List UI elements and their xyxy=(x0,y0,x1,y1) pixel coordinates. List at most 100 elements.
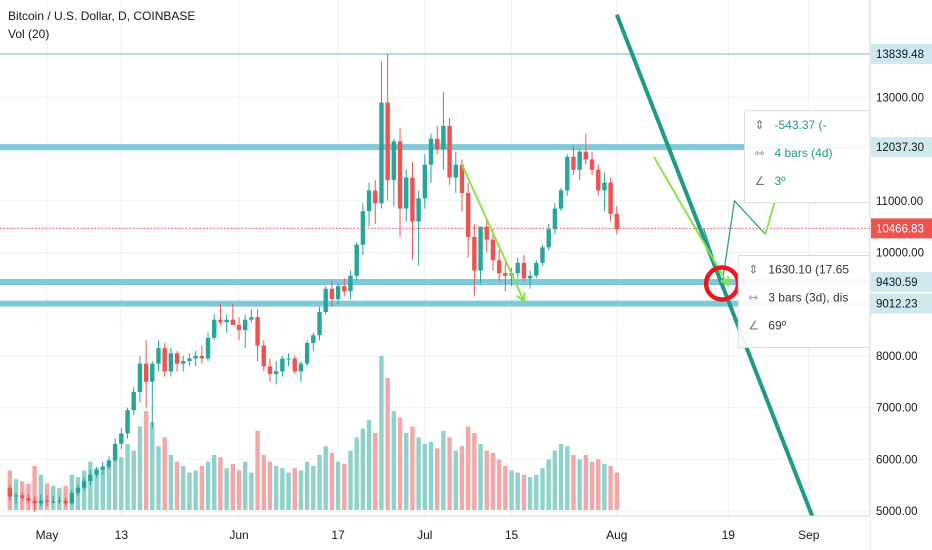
time-tick-label: Aug xyxy=(606,528,627,542)
volume-bar xyxy=(428,441,434,510)
time-tick-label: 13 xyxy=(115,528,129,542)
price-tick-label: 11000.00 xyxy=(876,196,923,208)
candle-body xyxy=(373,190,378,204)
candle-body xyxy=(26,498,31,501)
volume-bar xyxy=(304,461,310,510)
candle-body xyxy=(410,177,415,222)
volume-bar xyxy=(255,430,260,510)
candle-body xyxy=(379,102,384,204)
volume-bar xyxy=(441,430,446,510)
candle-body xyxy=(311,335,316,343)
volume-bar xyxy=(465,426,471,510)
volume-bar xyxy=(38,474,44,510)
candle-body xyxy=(181,361,186,364)
volume-bar xyxy=(261,455,266,510)
price-tick-label: 5000.00 xyxy=(876,506,918,518)
arrow-line xyxy=(461,164,525,302)
volume-bar xyxy=(589,461,595,510)
price-label-box xyxy=(871,218,932,239)
price-label-level: 9012.23 xyxy=(876,299,918,311)
volume-bar xyxy=(94,468,99,510)
volume-bar xyxy=(472,433,477,510)
price-label-last: 10466.83 xyxy=(876,223,924,235)
volume-bar xyxy=(478,444,483,510)
candle-body xyxy=(404,177,409,209)
symbol-title[interactable]: Bitcoin / U.S. Dollar, D, COINBASE xyxy=(8,9,196,23)
candle-body xyxy=(205,337,211,359)
price-label-level: 12037.30 xyxy=(876,142,924,154)
candle-body xyxy=(273,371,279,374)
volume-bar xyxy=(558,444,564,510)
candle-body xyxy=(230,319,236,325)
price-label-level: 13839.48 xyxy=(876,49,924,61)
volume-bar xyxy=(453,450,458,510)
candle-body xyxy=(453,164,458,178)
candle-body xyxy=(484,226,489,240)
price-tick-label: 13000.00 xyxy=(876,92,924,104)
price-label-box xyxy=(871,44,932,64)
time-tick-label: Jul xyxy=(417,528,432,542)
price-label-box xyxy=(871,137,932,158)
candle-body xyxy=(552,208,558,230)
candle-body xyxy=(342,286,347,292)
candle-body xyxy=(490,239,496,261)
candle-body xyxy=(292,358,297,372)
measure-icon: ⇿ xyxy=(748,291,758,305)
candle-body xyxy=(131,392,136,411)
price-axis[interactable]: 13000.0012000.0011000.0010000.009000.008… xyxy=(869,0,932,550)
time-axis[interactable]: May 13 Jun 17 Jul 15 Aug 19 Sep xyxy=(0,515,870,550)
volume-bar xyxy=(391,411,397,510)
volume-bar xyxy=(193,470,198,510)
projection-path xyxy=(702,199,766,284)
drawings[interactable] xyxy=(461,13,828,550)
candle-body xyxy=(199,355,205,359)
measure-bars-range: 4 bars (4d) xyxy=(774,146,832,160)
candle-body xyxy=(187,358,192,362)
volume-bar xyxy=(174,461,180,510)
volume-bar xyxy=(32,466,37,510)
volume-bar xyxy=(106,463,112,510)
measure-icon: ⇕ xyxy=(748,263,758,277)
candle-body xyxy=(44,500,50,502)
volume-bar xyxy=(410,426,415,510)
volume-bar xyxy=(317,455,322,510)
volume-bar xyxy=(422,444,428,510)
candle-body xyxy=(32,500,37,504)
time-tick-label: Sep xyxy=(798,528,820,542)
volume-bar xyxy=(286,472,291,510)
measure-boxes[interactable]: ⇕ -543.37 (- ⇿ 4 bars (4d) ∠ 3º ⇕ 1630.10 (17.6… xyxy=(737,110,875,349)
volume-bar xyxy=(311,466,316,510)
candle-body xyxy=(441,125,446,150)
candle-body xyxy=(100,467,105,470)
time-tick-label: 17 xyxy=(331,528,345,542)
candle-body xyxy=(385,102,390,181)
volume-bars xyxy=(7,356,620,510)
volume-legend[interactable]: Vol (20) xyxy=(8,27,50,41)
volume-bar xyxy=(150,422,155,510)
volume-bar xyxy=(496,459,502,510)
volume-bar xyxy=(292,468,297,510)
time-tick-label: 19 xyxy=(722,528,736,542)
candle-body xyxy=(589,159,595,170)
volume-bar xyxy=(131,450,136,510)
candle-body xyxy=(496,260,502,274)
volume-bar xyxy=(614,472,620,510)
measure-box xyxy=(743,110,875,204)
candle-body xyxy=(323,288,328,312)
volume-bar xyxy=(404,433,409,510)
candle-body xyxy=(88,474,93,482)
measure-icon: ∠ xyxy=(754,174,765,188)
measure-icon: ⇿ xyxy=(754,146,764,160)
candle-body xyxy=(335,286,341,300)
candle-body xyxy=(255,317,260,346)
candle-body xyxy=(137,363,143,393)
candle-body xyxy=(534,262,539,276)
candle-body xyxy=(150,363,155,382)
candlesticks xyxy=(7,53,620,513)
candle-body xyxy=(162,348,167,372)
volume-bar xyxy=(379,356,384,510)
volume-bar xyxy=(447,437,452,510)
price-tick-label: 6000.00 xyxy=(876,454,918,466)
candle-body xyxy=(546,229,551,248)
